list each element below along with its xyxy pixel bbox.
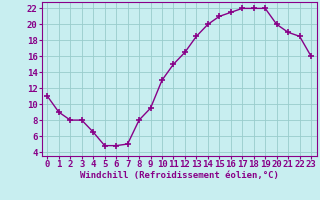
X-axis label: Windchill (Refroidissement éolien,°C): Windchill (Refroidissement éolien,°C) <box>80 171 279 180</box>
